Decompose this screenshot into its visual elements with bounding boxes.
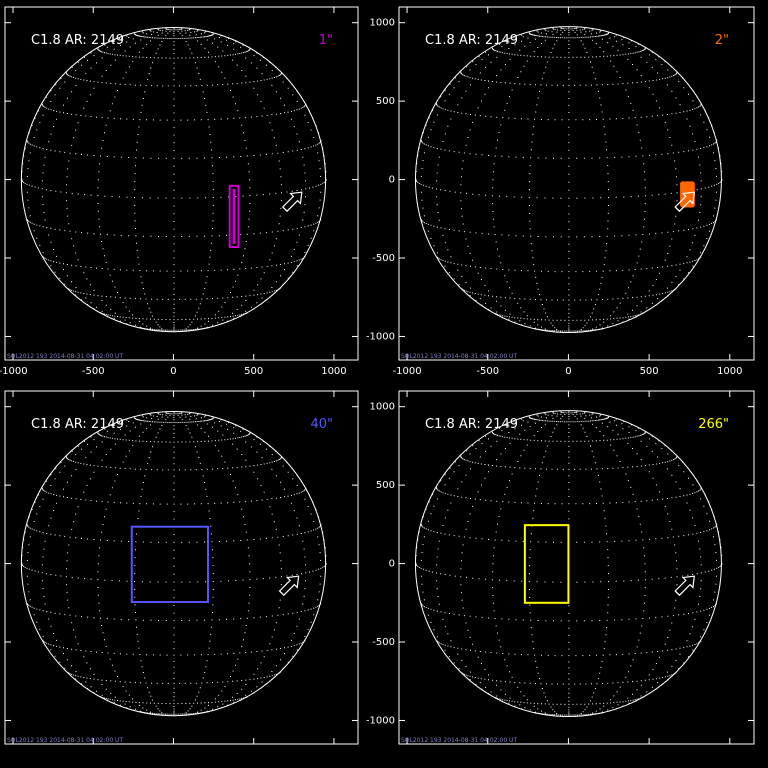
panel-contents [414, 410, 723, 718]
event-label: C1.8 AR: 2149 [425, 417, 518, 432]
x-tick-label: 1000 [321, 366, 346, 377]
x-tick-label: 500 [244, 366, 263, 377]
size-label: 2" [715, 33, 729, 48]
y-tick-label: 500 [376, 96, 395, 107]
event-label: C1.8 AR: 2149 [31, 417, 124, 432]
event-region [523, 524, 570, 604]
event-region [130, 525, 209, 604]
arrow-outline [281, 191, 303, 213]
x-tick-label: 0 [170, 366, 176, 377]
x-tick-label: -500 [476, 366, 499, 377]
arrow-icon [674, 575, 695, 597]
panel-2: -1000 -500 0 500 1000 -1000 -500 0 500 1000 C1.8 A… [366, 6, 755, 377]
x-tick-label: -1000 [0, 366, 28, 377]
arrow-icon [281, 191, 303, 213]
y-tick-label: 0 [389, 175, 395, 186]
footer-text: SOL2012 193 2014-08-31 04:02:00 UT [7, 353, 123, 360]
axes-frame [398, 6, 755, 361]
arrow-icon [278, 575, 300, 597]
x-tick-label: 500 [640, 366, 659, 377]
footer-text: SOL2012 193 2014-08-31 04:02:00 UT [401, 737, 517, 744]
x-tick-label: 1000 [717, 366, 742, 377]
size-label: 1" [319, 33, 333, 48]
arrow-icon [674, 191, 695, 213]
x-tick-label: -500 [82, 366, 105, 377]
y-tick-label: 1000 [370, 18, 395, 29]
size-label: 40" [310, 417, 333, 432]
panel-contents [20, 410, 327, 717]
y-tick-label: 0 [389, 559, 395, 570]
solar-limb [20, 26, 327, 333]
panel-4: -1000 -500 0 500 1000 C1.8 AR: 2149 266" SOL201… [366, 390, 755, 745]
y-tick-label: 1000 [370, 402, 395, 413]
heliographic-grid [415, 411, 723, 717]
panel-3: C1.8 AR: 2149 40" SOL2012 193 2014-08-31 0… [4, 390, 359, 745]
solar-limb [20, 410, 327, 717]
y-tick-label: -500 [372, 637, 395, 648]
grid-dots [21, 28, 327, 333]
grid-dots [415, 411, 723, 717]
heliographic-grid [21, 28, 327, 333]
event-label: C1.8 AR: 2149 [31, 33, 124, 48]
y-tick-label: -500 [372, 253, 395, 264]
x-tick-label: 0 [565, 366, 571, 377]
x-tick-label: -1000 [393, 366, 422, 377]
event-region-inner [232, 188, 236, 245]
axes-frame [4, 390, 359, 745]
arrow-outline [278, 575, 300, 597]
size-label: 266" [698, 417, 729, 432]
event-label: C1.8 AR: 2149 [425, 33, 518, 48]
grid-dots [415, 27, 723, 333]
y-tick-label: 500 [376, 480, 395, 491]
panel-1: -1000 -500 0 500 1000 C1.8 AR: 2149 1" SOL2012 … [0, 6, 359, 377]
panel-contents [20, 26, 327, 333]
footer-text: SOL2012 193 2014-08-31 04:02:00 UT [7, 737, 123, 744]
panel-contents [414, 26, 723, 334]
axes-frame [4, 6, 359, 361]
heliographic-grid [21, 412, 327, 717]
event-region [228, 184, 240, 249]
arrow-outline [674, 191, 695, 213]
footer-text: SOL2012 193 2014-08-31 04:02:00 UT [401, 353, 517, 360]
y-tick-label: -1000 [366, 331, 395, 342]
heliographic-grid [415, 27, 723, 333]
arrow-outline [674, 575, 695, 597]
grid-dots [21, 412, 327, 717]
axes-frame [398, 390, 755, 745]
y-tick-label: -1000 [366, 715, 395, 726]
